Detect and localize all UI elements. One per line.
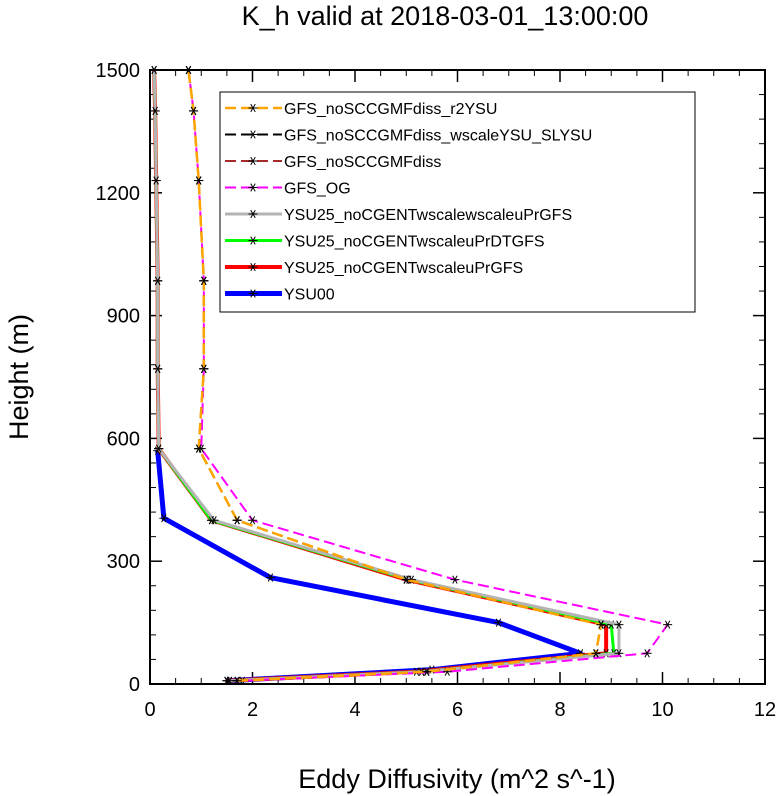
legend-box (219, 91, 696, 313)
legend-marker-0 (248, 103, 258, 113)
legend-marker-2 (248, 156, 258, 166)
series-0-point (232, 516, 242, 525)
series-4-point (153, 276, 163, 285)
series-3-point (248, 516, 257, 525)
marker-stroke (196, 176, 202, 185)
marker-stroke (155, 276, 161, 285)
series-0-point (189, 106, 199, 116)
marker-stroke (267, 573, 274, 582)
marker-stroke (196, 444, 202, 453)
tick-labels: 0 2 4 6 8 10 12 0 300 600 900 1200 1500 (96, 60, 777, 721)
y-tick-label: 1500 (96, 60, 141, 82)
series-4-point (614, 620, 624, 629)
marker-stroke (249, 516, 256, 525)
marker-stroke (156, 444, 162, 453)
marker-stroke (155, 364, 161, 373)
marker-stroke (153, 176, 159, 185)
series-0-point (422, 667, 432, 676)
x-tick-label: 6 (452, 699, 463, 721)
series-3-point (663, 620, 673, 629)
x-tick-label: 10 (651, 699, 673, 721)
marker-stroke (234, 516, 240, 525)
series-4-point (151, 176, 161, 185)
series-0-point (199, 364, 209, 373)
legend-label-1: GFS_noSCCGMFdiss_wscaleYSU_SLYSU (284, 128, 592, 145)
marker-stroke (495, 618, 502, 627)
marker-stroke (250, 262, 256, 272)
legend-label-6: YSU25_noCGENTwscaleuPrGFS (284, 260, 523, 277)
x-tick-label: 8 (554, 699, 565, 721)
marker-stroke (190, 106, 197, 116)
marker-stroke (664, 620, 671, 629)
y-tick-label: 300 (107, 551, 140, 573)
series-line-4 (152, 69, 621, 683)
series-4-point (153, 364, 163, 373)
series-4-point (150, 106, 160, 116)
legend-marker-3 (248, 183, 258, 192)
legend-marker-6 (248, 262, 258, 272)
x-tick-label: 0 (144, 699, 155, 721)
marker-stroke (644, 649, 650, 658)
chart-title: K_h valid at 2018-03-01_13:00:00 (242, 1, 649, 31)
series-0-point (199, 276, 209, 285)
x-tick-label: 4 (349, 699, 360, 721)
series-0-point (194, 444, 204, 453)
legend-label-5: YSU25_noCGENTwscaleuPrDTGFS (284, 234, 545, 251)
series-0-point (591, 649, 601, 658)
x-tick-label: 12 (754, 699, 776, 721)
marker-stroke (598, 620, 604, 629)
y-tick-label: 0 (129, 674, 140, 696)
marker-stroke (452, 575, 458, 584)
series-0-point (194, 176, 204, 185)
series-7-point (494, 618, 503, 627)
legend-label-7: YSU00 (284, 287, 335, 304)
marker-stroke (201, 364, 207, 373)
legend: GFS_noSCCGMFdiss_r2YSU GFS_noSCCGMFdiss_w… (219, 91, 696, 313)
plot-frame (149, 69, 766, 685)
legend-marker-7 (248, 289, 258, 298)
marker-stroke (250, 236, 256, 245)
series-line-0 (187, 69, 603, 682)
x-tick-label: 2 (247, 699, 258, 721)
legend-marker-1 (248, 130, 258, 139)
series-lines (149, 65, 673, 685)
marker-stroke (152, 106, 158, 116)
series-7-point (159, 514, 169, 523)
x-axis-label: Eddy Diffusivity (m^2 s^-1) (298, 764, 615, 794)
marker-stroke (424, 667, 430, 676)
series-3-point (642, 649, 652, 658)
series-0-point (596, 620, 606, 629)
series-7-point (265, 573, 275, 582)
marker-stroke (250, 103, 256, 113)
marker-stroke (250, 209, 256, 219)
marker-stroke (211, 516, 217, 525)
marker-stroke (593, 649, 599, 658)
y-axis-label: Height (m) (4, 314, 34, 440)
marker-stroke (201, 276, 207, 285)
legend-marker-4 (248, 209, 258, 219)
legend-label-4: YSU25_noCGENTwscalewscaleuPrGFS (284, 207, 572, 224)
marker-stroke (403, 575, 409, 584)
marker-stroke (161, 514, 167, 523)
y-tick-label: 600 (107, 428, 140, 450)
series-4-point (209, 516, 219, 525)
series-3-point (450, 575, 460, 584)
legend-label-0: GFS_noSCCGMFdiss_r2YSU (284, 101, 497, 118)
marker-stroke (250, 130, 256, 139)
series-4-point (154, 444, 164, 453)
marker-stroke (250, 156, 256, 166)
y-tick-label: 1200 (96, 183, 141, 205)
marker-stroke (250, 289, 256, 298)
legend-marker-5 (248, 236, 258, 245)
series-0-point (401, 575, 411, 584)
legend-label-2: GFS_noSCCGMFdiss (284, 154, 441, 171)
marker-stroke (250, 183, 256, 192)
marker-stroke (616, 620, 622, 629)
y-tick-label: 900 (107, 306, 140, 328)
legend-label-3: GFS_OG (284, 181, 351, 198)
